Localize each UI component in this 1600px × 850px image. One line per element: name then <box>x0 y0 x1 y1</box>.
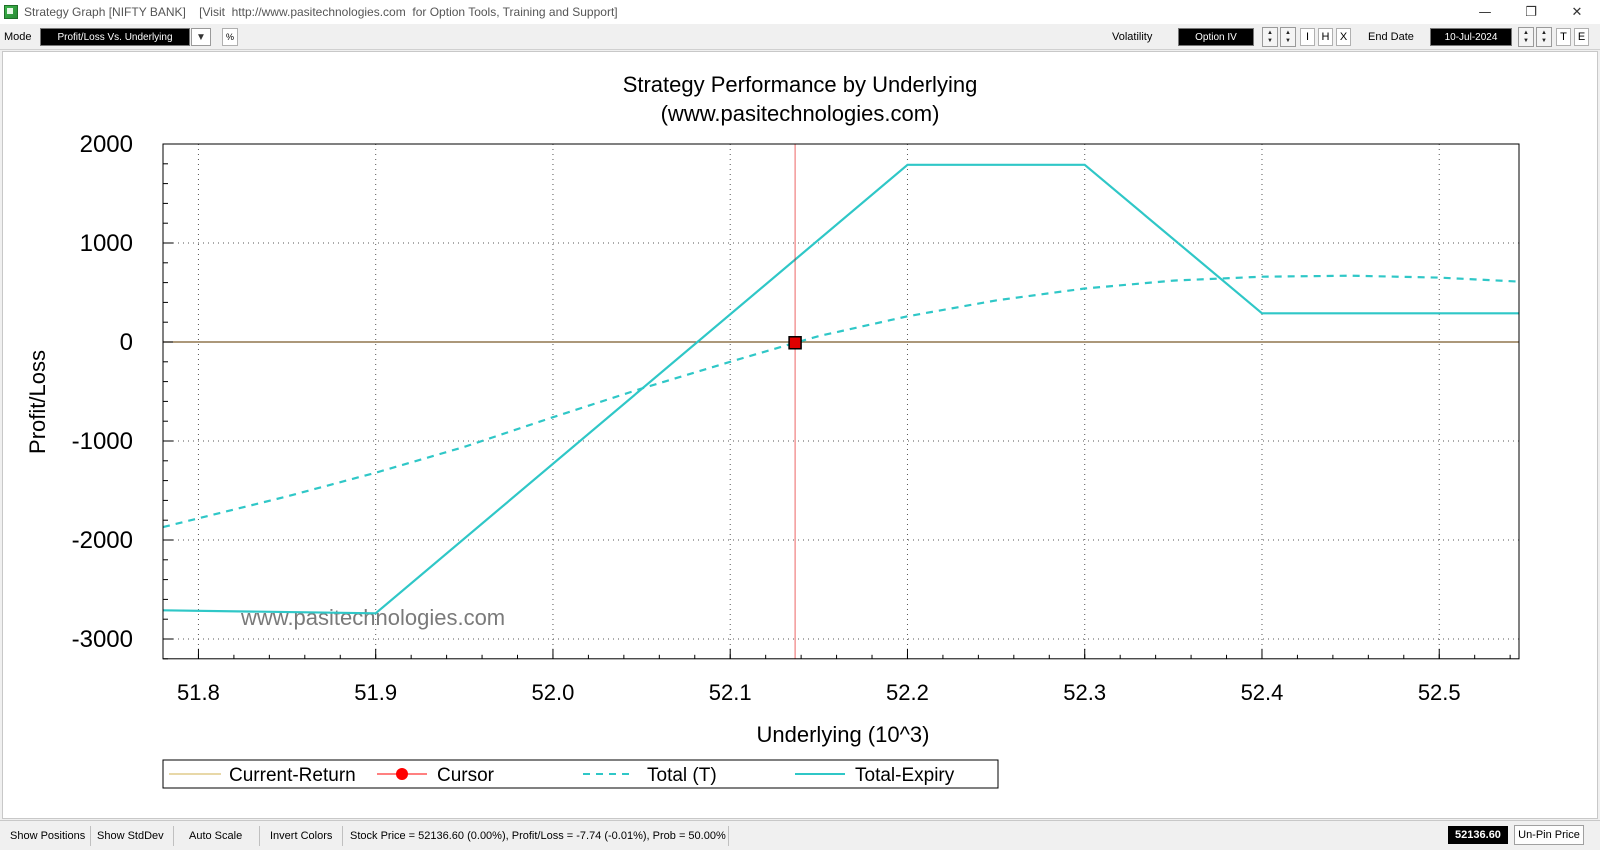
e-button[interactable]: E <box>1574 28 1589 46</box>
status-text: Stock Price = 52136.60 (0.00%), Profit/L… <box>350 830 726 842</box>
close-button[interactable]: ✕ <box>1571 4 1583 20</box>
status-separator <box>259 826 260 846</box>
i-button[interactable]: I <box>1300 28 1315 46</box>
x-tick-label: 52.3 <box>1063 680 1106 705</box>
legend-box <box>162 759 999 789</box>
y-tick-label: 0 <box>120 329 133 356</box>
y-tick-label: -2000 <box>72 527 133 554</box>
chart-title: Strategy Performance by Underlying <box>623 72 978 97</box>
show-positions-button[interactable]: Show Positions <box>10 830 86 842</box>
cursor-layer[interactable] <box>788 144 802 659</box>
y-tick-label: -3000 <box>72 626 133 653</box>
mode-label: Mode <box>4 31 32 43</box>
x-tick-label: 51.9 <box>354 680 397 705</box>
x-tick-label: 52.5 <box>1418 680 1461 705</box>
status-separator <box>173 826 174 846</box>
window-title: Strategy Graph [NIFTY BANK] [Visit http:… <box>24 5 618 19</box>
chart-panel[interactable]: Strategy Performance by Underlying (www.… <box>2 51 1598 819</box>
legend-swatch-cursor-dot <box>396 768 408 780</box>
restore-button[interactable]: ❐ <box>1525 4 1537 20</box>
chevron-down-icon[interactable]: ▼ <box>191 28 211 46</box>
status-separator <box>728 826 729 846</box>
end-date-field[interactable]: 10-Jul-2024 <box>1430 28 1512 46</box>
legend-label: Cursor <box>437 765 495 786</box>
legend-label: Total-Expiry <box>855 765 955 786</box>
show-stddev-button[interactable]: Show StdDev <box>97 830 164 842</box>
unpin-price-button[interactable]: Un-Pin Price <box>1514 825 1584 845</box>
auto-scale-button[interactable]: Auto Scale <box>189 830 243 842</box>
x-tick-label: 52.4 <box>1241 680 1284 705</box>
x-tick-label: 52.2 <box>886 680 929 705</box>
series-layer <box>162 163 1520 615</box>
percent-button[interactable]: % <box>222 28 238 46</box>
legend-label: Total (T) <box>647 765 717 786</box>
x-tick-label: 52.1 <box>709 680 752 705</box>
invert-colors-button[interactable]: Invert Colors <box>270 830 333 842</box>
legend-label: Current-Return <box>229 765 356 786</box>
t-button[interactable]: T <box>1556 28 1571 46</box>
app-icon <box>4 5 18 19</box>
current-price-display: 52136.60 <box>1448 826 1508 844</box>
chart-subtitle: (www.pasitechnologies.com) <box>661 101 940 126</box>
cursor-marker[interactable] <box>788 336 802 350</box>
legend: Current-Return Cursor Total (T) Total-Expir… <box>162 759 999 789</box>
end-date-spinner-step-icon[interactable]: ▲ ▼ <box>1536 27 1552 47</box>
tick-labels: 51.8 51.9 52.0 52.1 52.2 52.3 52.4 52.5 2000 1000… <box>72 131 1461 705</box>
minimize-button[interactable]: — <box>1478 4 1492 20</box>
watermark: www.pasitechnologies.com <box>240 605 505 630</box>
mode-select[interactable]: Profit/Loss Vs. Underlying <box>40 28 190 46</box>
volatility-spinner-down-icon[interactable]: ▲ ▼ <box>1262 27 1278 47</box>
toolbar: Mode Profit/Loss Vs. Underlying ▼ % Vola… <box>0 24 1600 50</box>
status-separator <box>90 826 91 846</box>
volatility-spinner-up-icon[interactable]: ▲ ▼ <box>1280 27 1296 47</box>
total-t-series-line <box>162 274 1520 529</box>
status-bar: Show Positions Show StdDev Auto Scale In… <box>0 820 1600 850</box>
y-tick-label: -1000 <box>72 428 133 455</box>
x-tick-label: 51.8 <box>177 680 220 705</box>
strategy-chart[interactable]: Strategy Performance by Underlying (www.… <box>3 52 1599 820</box>
x-button[interactable]: X <box>1336 28 1351 46</box>
status-separator <box>342 826 343 846</box>
volatility-select[interactable]: Option IV <box>1178 28 1254 46</box>
title-bar: Strategy Graph [NIFTY BANK] [Visit http:… <box>0 0 1600 24</box>
y-tick-label: 2000 <box>80 131 133 158</box>
x-axis-label: Underlying (10^3) <box>757 722 930 747</box>
total-expiry-series-line <box>162 163 1519 615</box>
h-button[interactable]: H <box>1318 28 1333 46</box>
volatility-label: Volatility <box>1112 31 1153 43</box>
window-controls: — ❐ ✕ <box>1462 0 1600 24</box>
end-date-label: End Date <box>1368 31 1414 43</box>
y-axis-label: Profit/Loss <box>25 350 50 454</box>
end-date-spinner-icon[interactable]: ▲ ▼ <box>1518 27 1534 47</box>
plot-frame <box>162 143 1520 660</box>
x-tick-label: 52.0 <box>532 680 575 705</box>
y-tick-label: 1000 <box>80 230 133 257</box>
axis-ticks <box>162 143 1511 660</box>
